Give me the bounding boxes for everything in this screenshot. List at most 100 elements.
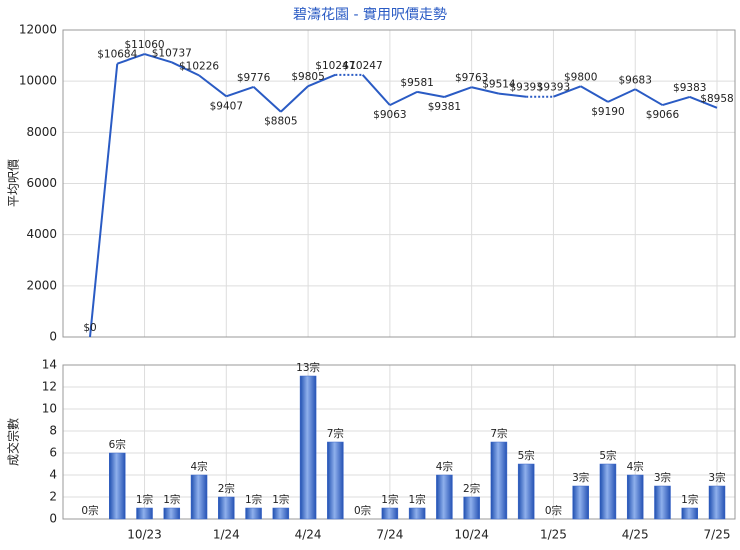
data-label: $9683: [619, 74, 652, 86]
y-tick-label: 2000: [26, 278, 57, 292]
data-label: $10737: [152, 47, 192, 59]
x-tick-label: 7/24: [376, 528, 403, 542]
line-segment: [171, 61, 200, 77]
x-tick-label: 1/24: [213, 528, 240, 542]
line-segment: [116, 53, 145, 65]
bar: [299, 375, 317, 520]
data-label: $10247: [343, 60, 383, 72]
line-segment: [662, 95, 691, 107]
data-label: $8805: [264, 116, 297, 128]
plot-frame: [62, 29, 736, 338]
data-label: $9776: [237, 72, 271, 84]
bar: [490, 441, 508, 520]
y-tick-label: 4000: [26, 227, 57, 241]
bar: [272, 507, 290, 520]
line-segment: [498, 92, 527, 98]
bar: [136, 507, 153, 520]
data-label: 4宗: [190, 460, 207, 473]
bar: [463, 496, 480, 520]
data-label: 0宗: [545, 504, 562, 517]
y-tick-label: 10000: [19, 74, 57, 88]
data-label: $9381: [428, 101, 461, 113]
line-segment: [580, 85, 609, 103]
data-label: 1宗: [681, 493, 698, 506]
bar: [218, 496, 235, 520]
data-label: $9800: [564, 71, 597, 83]
y-tick-label: 8000: [26, 125, 57, 139]
data-label: $9393: [509, 82, 542, 94]
line-segment: [307, 73, 336, 88]
y-tick-label: 6000: [26, 176, 57, 190]
data-label: $9805: [291, 71, 324, 83]
data-label: $9407: [210, 100, 243, 112]
data-label: 1宗: [245, 493, 262, 506]
x-tick-label: 7/25: [704, 528, 731, 542]
bar: [654, 485, 671, 520]
x-tick-label: 4/24: [295, 528, 322, 542]
data-label: 1宗: [163, 493, 180, 506]
line-segment: [225, 85, 254, 98]
data-label: $9393: [537, 82, 570, 94]
y-tick-label: 6: [49, 446, 57, 460]
bar: [599, 463, 617, 520]
line-segment: [252, 86, 282, 113]
bar: [381, 507, 399, 520]
bar: [408, 507, 426, 520]
data-label: 4宗: [436, 460, 453, 473]
data-label: 3宗: [654, 471, 671, 484]
data-label: 5宗: [518, 449, 535, 462]
data-label: 7宗: [490, 427, 507, 440]
line-segment: [471, 86, 500, 95]
bar: [436, 474, 453, 520]
data-label: $9383: [673, 82, 706, 94]
data-label: 3宗: [708, 471, 725, 484]
line-segment: [416, 90, 445, 98]
y-tick-label: 0: [49, 330, 57, 344]
data-label: 1宗: [272, 493, 289, 506]
data-label: $10247: [315, 60, 355, 72]
data-label: $9514: [482, 79, 516, 91]
data-label: 2宗: [218, 482, 235, 495]
data-label: 1宗: [136, 493, 153, 506]
y-axis-label: 成交宗數: [6, 418, 21, 466]
data-label: $9581: [400, 77, 433, 89]
y-tick-label: 10: [42, 402, 57, 416]
line-segment: [634, 88, 663, 106]
bar: [163, 507, 181, 520]
line-segment: [280, 85, 309, 113]
y-tick-label: 12: [42, 380, 57, 394]
bar: [190, 474, 208, 520]
bar: [681, 507, 698, 520]
chart-title: 碧濤花園 - 實用呎價走勢: [293, 6, 447, 23]
x-tick-label: 4/25: [622, 528, 649, 542]
line-segment: [607, 88, 636, 103]
data-label: $9190: [591, 106, 624, 118]
plot-frame: [62, 364, 736, 520]
bar: [626, 474, 644, 520]
data-label: 0宗: [354, 504, 371, 517]
data-label: 1宗: [409, 493, 426, 506]
y-tick-label: 14: [42, 358, 57, 372]
y-tick-label: 4: [49, 468, 57, 482]
x-tick-label: 10/24: [454, 528, 489, 542]
bar: [517, 463, 535, 520]
line-segment: [144, 53, 173, 64]
line-segment: [689, 96, 718, 109]
data-label: $10226: [179, 60, 219, 72]
data-label: 5宗: [599, 449, 616, 462]
data-label: 3宗: [572, 471, 589, 484]
data-label: 13宗: [296, 361, 320, 374]
line-segment: [361, 74, 391, 106]
x-tick-label: 1/25: [540, 528, 567, 542]
data-label: 7宗: [327, 427, 344, 440]
data-label: $8958: [700, 93, 733, 105]
y-tick-label: 8: [49, 424, 57, 438]
data-label: $11060: [124, 39, 164, 51]
bar: [327, 441, 344, 520]
line-segment: [89, 63, 119, 338]
data-label: $9063: [373, 109, 406, 121]
data-label: $10684: [97, 49, 137, 61]
y-tick-label: 2: [49, 490, 57, 504]
line-segment: [553, 85, 582, 98]
